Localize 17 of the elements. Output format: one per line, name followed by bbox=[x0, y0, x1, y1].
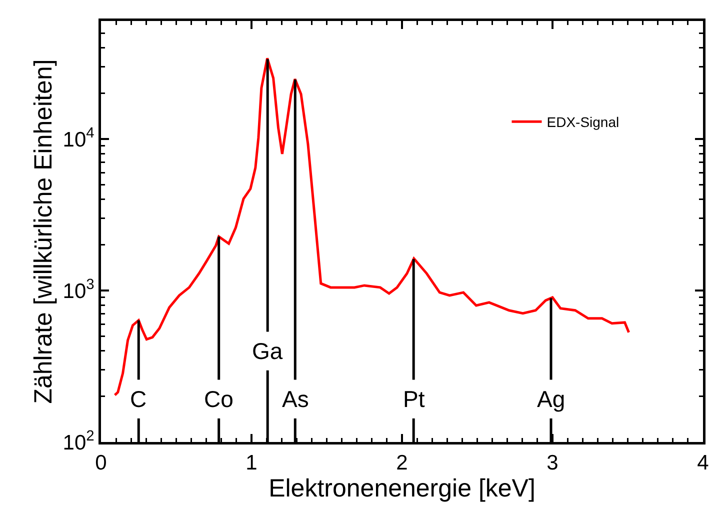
y-tick-label: 10$^{4}$ bbox=[62, 125, 94, 152]
x-tick-label: 4 bbox=[697, 452, 710, 475]
x-tick-label: 2 bbox=[396, 452, 408, 475]
ref-line-label: Pt bbox=[403, 386, 426, 412]
ref-line-label: Ga bbox=[252, 338, 283, 364]
y-tick-label: 10$^{3}$ bbox=[62, 276, 94, 303]
ref-line-label: Co bbox=[204, 386, 234, 412]
ref-line-label: C bbox=[130, 386, 147, 412]
y-tick-label: 10$^{2}$ bbox=[62, 428, 94, 454]
x-tick-label: 1 bbox=[246, 452, 258, 475]
y-axis-title: Zählrate [willkürliche Einheiten] bbox=[29, 59, 58, 404]
x-axis-title: Elektronenenergie [keV] bbox=[268, 474, 536, 503]
x-tick-label: 0 bbox=[95, 452, 107, 475]
ref-line-label: Ag bbox=[537, 386, 566, 412]
ref-line-label: As bbox=[282, 386, 309, 412]
legend-label: EDX-Signal bbox=[546, 114, 620, 130]
x-tick-label: 3 bbox=[546, 452, 558, 475]
